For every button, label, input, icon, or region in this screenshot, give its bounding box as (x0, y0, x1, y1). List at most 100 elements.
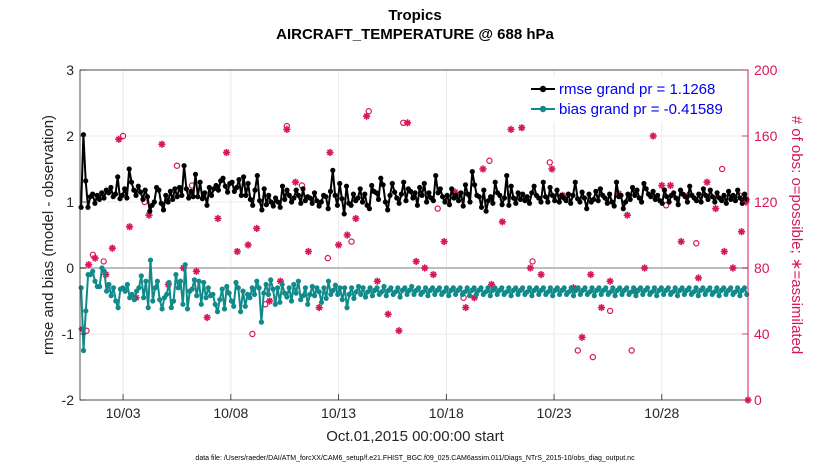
rmse-point (273, 195, 279, 201)
obs-possible-marker (546, 159, 553, 166)
rmse-point (696, 191, 702, 197)
rmse-point (318, 199, 324, 205)
obs-assimilated-marker (384, 310, 392, 318)
bias-point (136, 285, 142, 291)
bias-point (238, 309, 244, 315)
bias-point (397, 294, 403, 300)
bias-point (406, 287, 412, 293)
bias-point (150, 298, 156, 304)
rmse-point (629, 184, 636, 191)
obs-assimilated-marker (677, 238, 685, 246)
series-lines (78, 132, 750, 354)
y2-tick-label: 40 (754, 326, 770, 342)
bias-point (235, 285, 241, 291)
bias-point (282, 290, 288, 296)
rmse-point (607, 191, 613, 197)
obs-assimilated-marker (606, 277, 614, 285)
bias-point (360, 285, 366, 291)
rmse-point (526, 200, 533, 206)
rmse-point (604, 200, 610, 206)
bias-point (404, 291, 410, 297)
rmse-point (126, 166, 132, 172)
rmse-point (167, 188, 173, 194)
bias-point (254, 278, 260, 284)
bias-point (547, 285, 554, 291)
chart-subtitle: AIRCRAFT_TEMPERATURE @ 688 hPa (276, 26, 554, 43)
bias-point (330, 287, 336, 293)
obs-assimilated-marker (712, 205, 720, 213)
obs-assimilated-marker (548, 165, 556, 173)
rmse-point (517, 196, 524, 202)
obs-assimilated-marker (578, 333, 586, 341)
bias-point (644, 285, 651, 291)
bias-point (513, 285, 519, 291)
obs-assimilated-stroke (527, 264, 534, 272)
obs-assimilated-stroke (538, 271, 545, 278)
obs-assimilated-stroke (326, 149, 334, 156)
rmse-point (369, 182, 375, 189)
rmse-point (170, 196, 176, 202)
rmse-point (639, 199, 645, 205)
obs-assimilated-marker (326, 148, 334, 157)
bias-point (432, 291, 438, 297)
bias-point (194, 293, 200, 299)
obs-assimilated-marker (412, 257, 420, 265)
rmse-point (389, 180, 395, 187)
bias-point (205, 285, 211, 291)
bias-point (612, 293, 618, 299)
bias-point (658, 285, 664, 291)
rmse-point (472, 182, 478, 188)
rmse-point (577, 199, 583, 205)
rmse-point (316, 203, 322, 209)
bias-point (473, 291, 479, 297)
bias-point (711, 289, 718, 295)
bias-point (388, 285, 394, 291)
bias-point (557, 291, 563, 297)
obs-assimilated-stroke (363, 113, 370, 120)
rmse-point (508, 183, 514, 189)
bias-point (191, 277, 197, 283)
rmse-point (245, 180, 251, 187)
obs-assimilated-stroke (204, 314, 211, 321)
bias-point (610, 285, 616, 291)
obs-assimilated-marker (214, 214, 222, 223)
obs-assimilated-marker (91, 254, 99, 262)
bias-point (217, 297, 223, 303)
bias-point (603, 285, 609, 291)
rmse-point (620, 206, 626, 212)
obs-assimilated-stroke (624, 212, 631, 219)
bias-point (691, 289, 697, 295)
rmse-point (172, 186, 178, 192)
obs-assimilated-stroke (344, 231, 351, 239)
bias-point (714, 285, 720, 291)
rmse-point (165, 199, 171, 205)
obs-assimilated-stroke (499, 218, 506, 225)
rmse-point (334, 202, 340, 208)
bias-point (196, 278, 202, 284)
rmse-point (101, 195, 107, 201)
bias-point (707, 285, 713, 291)
rmse-point (282, 196, 288, 202)
rmse-point (435, 190, 441, 196)
obs-assimilated-marker (737, 228, 746, 236)
rmse-point (199, 196, 205, 202)
bias-point (674, 293, 681, 299)
obs-assimilated-marker (362, 112, 371, 120)
bias-point (349, 285, 355, 291)
rmse-point (497, 192, 503, 198)
rmse-point (90, 191, 96, 197)
rmse-point (700, 186, 707, 192)
rmse-point (568, 200, 574, 206)
obs-assimilated-marker (315, 304, 323, 312)
bias-point (670, 289, 676, 295)
rmse-point (513, 200, 519, 206)
obs-assimilated-marker (304, 247, 313, 256)
rmse-point (323, 194, 329, 200)
obs-assimilated-marker (421, 264, 429, 272)
rmse-point (549, 192, 556, 198)
obs-assimilated-stroke (193, 268, 200, 275)
bias-point (108, 293, 114, 299)
bias-point (233, 279, 239, 286)
bias-point (369, 293, 375, 299)
